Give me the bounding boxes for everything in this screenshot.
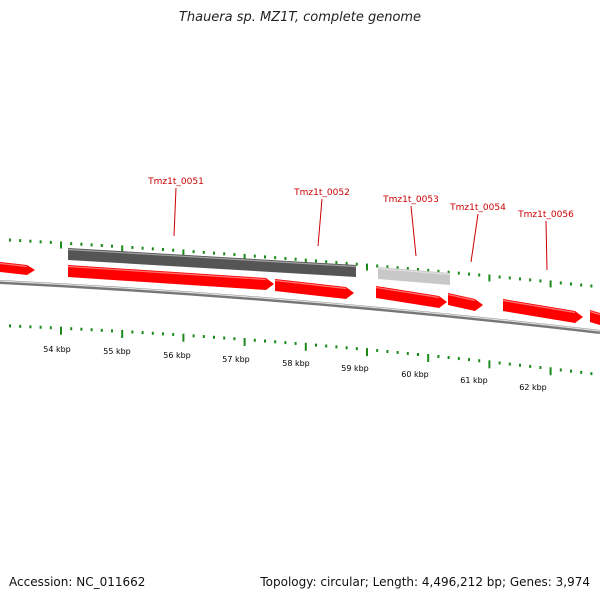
gene-label[interactable]: Tmz1t_0053 bbox=[382, 195, 439, 205]
feature-sheen bbox=[67, 265, 267, 281]
kbp-label: 58 kbp bbox=[282, 359, 310, 368]
genome-backbone-highlight bbox=[0, 280, 600, 332]
kbp-label: 60 kbp bbox=[401, 370, 429, 379]
inner-tick-ring bbox=[9, 324, 593, 376]
gene-arrow[interactable] bbox=[275, 279, 354, 299]
gene-label[interactable]: Tmz1t_0054 bbox=[449, 203, 506, 213]
gene-arrow[interactable] bbox=[448, 293, 483, 311]
feature-sheen bbox=[375, 286, 440, 299]
map-title: Thauera sp. MZ1T, complete genome bbox=[178, 10, 422, 25]
feature-sheen bbox=[67, 248, 357, 268]
feature-sheen bbox=[447, 293, 476, 302]
gene-arrow[interactable] bbox=[590, 310, 600, 325]
genome-backbone bbox=[0, 280, 600, 334]
feature-sheen bbox=[0, 262, 28, 268]
gene-label[interactable]: Tmz1t_0052 bbox=[293, 188, 350, 198]
kbp-label: 56 kbp bbox=[163, 351, 191, 360]
leader-line bbox=[470, 213, 479, 263]
feature-sheen bbox=[589, 310, 600, 316]
feature-block-light[interactable] bbox=[378, 267, 450, 285]
feature-block-dark[interactable] bbox=[68, 248, 356, 277]
gene-arrow[interactable] bbox=[503, 299, 583, 323]
leader-line bbox=[545, 220, 548, 271]
kbp-label: 62 kbp bbox=[519, 383, 547, 392]
feature-track bbox=[0, 248, 600, 325]
leader-line bbox=[317, 198, 323, 247]
kbp-label: 55 kbp bbox=[103, 347, 131, 356]
leader-line bbox=[410, 205, 417, 257]
gene-arrow[interactable] bbox=[0, 262, 35, 275]
kbp-label: 57 kbp bbox=[222, 355, 250, 364]
label-leader-lines bbox=[173, 187, 548, 271]
feature-sheen bbox=[502, 299, 576, 314]
genome-summary-text: Topology: circular; Length: 4,496,212 bp… bbox=[260, 575, 590, 589]
kbp-label: 59 kbp bbox=[341, 364, 369, 373]
accession-text: Accession: NC_011662 bbox=[9, 575, 146, 589]
gene-label[interactable]: Tmz1t_0056 bbox=[517, 210, 574, 220]
gene-labels: Tmz1t_0051 Tmz1t_0052 Tmz1t_0053 Tmz1t_0054… bbox=[147, 177, 574, 220]
gene-arrow[interactable] bbox=[68, 265, 274, 290]
feature-sheen bbox=[377, 267, 451, 276]
feature-sheen bbox=[274, 279, 347, 290]
kbp-label: 54 kbp bbox=[43, 345, 71, 354]
kbp-label: 61 kbp bbox=[460, 376, 488, 385]
kbp-labels: 54 kbp 55 kbp 56 kbp 57 kbp 58 kbp 59 kbp 60 k… bbox=[43, 345, 547, 392]
outer-tick-ring bbox=[9, 238, 593, 288]
gene-arrow[interactable] bbox=[376, 286, 447, 308]
leader-line bbox=[173, 187, 177, 237]
gene-label[interactable]: Tmz1t_0051 bbox=[147, 177, 204, 187]
